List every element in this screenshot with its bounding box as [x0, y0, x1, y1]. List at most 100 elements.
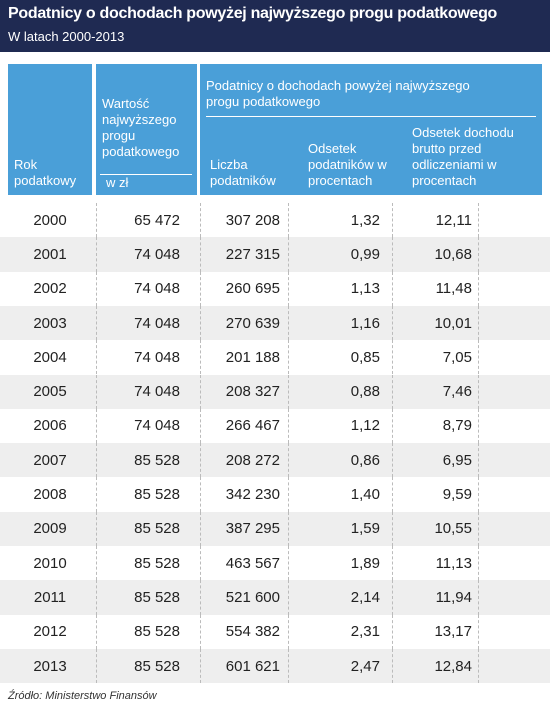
source: Źródło: Ministerstwo Finansów [8, 690, 157, 702]
table-cell: 6,95 [442, 451, 472, 469]
table-cell: 9,59 [442, 486, 472, 504]
header-text: Wartość najwyższego progu podatkowego [102, 96, 180, 159]
cell-separator [96, 237, 97, 272]
cell-separator [288, 203, 289, 238]
cell-separator [478, 477, 479, 512]
table-cell: 74 048 [134, 383, 180, 401]
table-cell: 307 208 [225, 211, 280, 229]
cell-separator [392, 237, 393, 272]
header-text: w zł [106, 175, 129, 190]
table-row: 2007 85 528 208 272 0,86 6,95 [0, 443, 550, 478]
cell-separator [288, 580, 289, 615]
table-row: 2001 74 048 227 315 0,99 10,68 [0, 237, 550, 272]
cell-separator [288, 443, 289, 478]
cell-separator [392, 340, 393, 375]
table-cell: 12,84 [434, 657, 472, 675]
cell-separator [478, 648, 479, 684]
table-cell: 1,16 [350, 314, 380, 332]
table-cell: 12,11 [435, 211, 472, 229]
table-cell: 208 272 [225, 451, 280, 469]
cell-separator [96, 511, 97, 546]
cell-separator [478, 546, 479, 581]
cell-separator [392, 614, 393, 649]
cell-separator [478, 237, 479, 272]
header-text: Odsetek dochodu brutto przed odliczeniam… [412, 125, 514, 188]
table-cell: 85 528 [134, 657, 180, 675]
table-cell: 74 048 [134, 348, 180, 366]
table-row: 2006 74 048 266 467 1,12 8,79 [0, 408, 550, 444]
table-cell: 10,55 [434, 520, 472, 538]
table-cell: 2,47 [350, 657, 380, 675]
table-cell: 2004 [33, 348, 67, 366]
table-cell: 201 188 [225, 348, 280, 366]
cell-separator [96, 546, 97, 581]
cell-separator [478, 203, 479, 238]
table-cell: 1,12 [350, 417, 380, 435]
cell-separator [392, 203, 393, 238]
cell-separator [96, 477, 97, 512]
table-cell: 74 048 [134, 314, 180, 332]
cell-separator [200, 443, 201, 478]
title: Podatnicy o dochodach powyżej najwyższeg… [8, 5, 498, 22]
cell-separator [200, 374, 201, 409]
table-cell: 387 295 [225, 520, 280, 538]
cell-separator [200, 648, 201, 684]
cell-separator [200, 203, 201, 238]
table-cell: 208 327 [225, 383, 280, 401]
table-cell: 11,94 [435, 588, 472, 606]
table-cell: 2006 [33, 417, 67, 435]
cell-separator [392, 580, 393, 615]
cell-separator [200, 546, 201, 581]
header-text: Liczba podatników [210, 157, 276, 188]
cell-separator [478, 511, 479, 546]
table-cell: 270 639 [225, 314, 280, 332]
cell-separator [288, 546, 289, 581]
table-cell: 85 528 [134, 623, 180, 641]
cell-separator [392, 271, 393, 306]
cell-separator [96, 614, 97, 649]
cell-separator [96, 271, 97, 306]
table-cell: 1,32 [350, 211, 380, 229]
cell-separator [200, 408, 201, 444]
table-row: 2002 74 048 260 695 1,13 11,48 [0, 271, 550, 306]
cell-separator [288, 614, 289, 649]
table-row: 2012 85 528 554 382 2,31 13,17 [0, 614, 550, 649]
table-cell: 2,31 [350, 623, 380, 641]
table-cell: 2001 [33, 245, 67, 263]
cell-separator [200, 614, 201, 649]
table-cell: 2010 [33, 554, 67, 572]
table-cell: 11,48 [435, 280, 472, 298]
table-cell: 10,01 [434, 314, 472, 332]
table-cell: 74 048 [134, 280, 180, 298]
cell-separator [392, 648, 393, 684]
cell-separator [200, 237, 201, 272]
title-bar: Podatnicy o dochodach powyżej najwyższeg… [0, 0, 550, 52]
header-text: Podatnicy o dochodach powyżej najwyższeg… [206, 78, 470, 109]
table-cell: 1,13 [350, 280, 380, 298]
table-cell: 0,88 [350, 383, 380, 401]
cell-separator [288, 648, 289, 684]
table-row: 2011 85 528 521 600 2,14 11,94 [0, 580, 550, 615]
header-text: Odsetek podatników w procentach [308, 141, 387, 188]
cell-separator [96, 305, 97, 341]
table-cell: 13,17 [434, 623, 472, 641]
cell-separator [478, 374, 479, 409]
cell-separator [392, 511, 393, 546]
header-cell: Wartość najwyższego progu podatkowego w … [96, 64, 197, 195]
table-cell: 11,13 [435, 554, 472, 572]
cell-separator [288, 408, 289, 444]
cell-separator [478, 340, 479, 375]
cell-separator [200, 271, 201, 306]
table-cell: 342 230 [225, 486, 280, 504]
table-cell: 7,05 [442, 348, 472, 366]
table-cell: 601 621 [225, 657, 280, 675]
table-cell: 65 472 [134, 211, 180, 229]
cell-separator [478, 580, 479, 615]
table-cell: 85 528 [134, 486, 180, 504]
cell-separator [288, 271, 289, 306]
table-cell: 85 528 [134, 588, 180, 606]
table-cell: 2003 [33, 314, 67, 332]
table-cell: 2000 [33, 211, 67, 229]
table-cell: 1,89 [350, 554, 380, 572]
